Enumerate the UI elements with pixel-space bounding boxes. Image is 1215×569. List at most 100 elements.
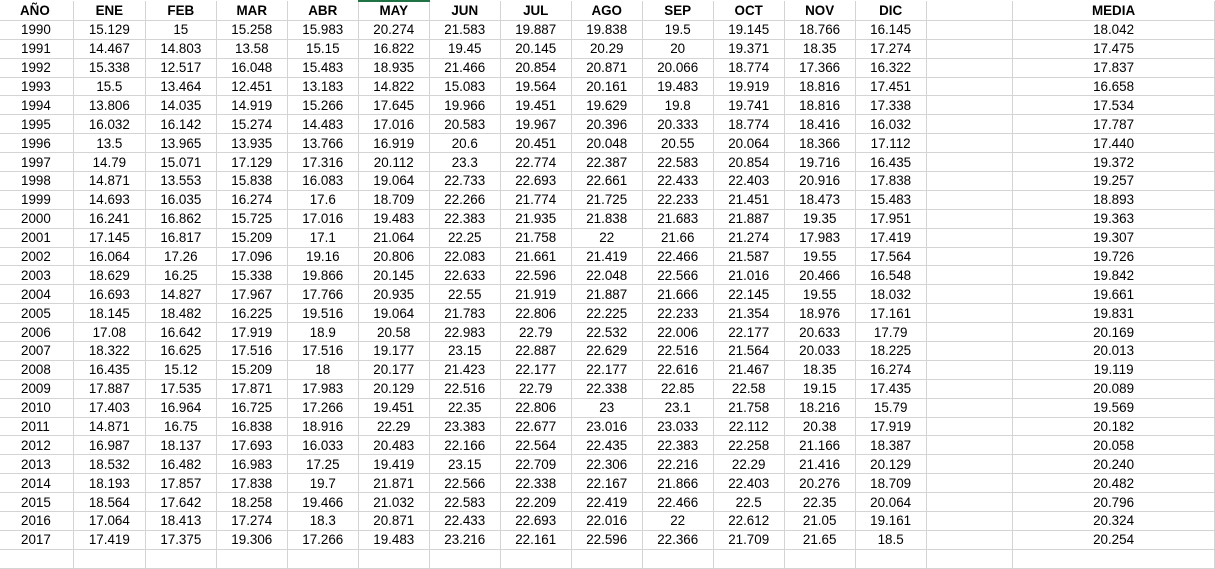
header-cell-media[interactable]: MEDIA bbox=[1012, 1, 1215, 21]
cell-year[interactable]: 2002 bbox=[0, 247, 74, 267]
cell-oct[interactable]: 21.274 bbox=[713, 228, 785, 248]
empty-cell[interactable] bbox=[287, 549, 359, 569]
cell-media[interactable]: 20.254 bbox=[1012, 530, 1215, 550]
cell-ago[interactable]: 22.661 bbox=[571, 171, 643, 191]
cell-media[interactable]: 19.842 bbox=[1012, 265, 1215, 286]
cell-feb[interactable]: 14.803 bbox=[145, 39, 217, 59]
cell-oct[interactable]: 22.403 bbox=[713, 473, 785, 494]
cell-mar[interactable]: 14.919 bbox=[216, 95, 288, 116]
cell-dic[interactable]: 18.709 bbox=[855, 473, 927, 494]
cell-year[interactable]: 2009 bbox=[0, 379, 74, 399]
cell-dic[interactable]: 17.451 bbox=[855, 77, 927, 97]
cell-nov[interactable]: 21.65 bbox=[784, 530, 856, 550]
header-cell-sep[interactable]: SEP bbox=[642, 1, 714, 21]
cell-mar[interactable]: 17.129 bbox=[216, 152, 288, 173]
cell-ago[interactable]: 22.338 bbox=[571, 379, 643, 399]
cell-media[interactable]: 19.119 bbox=[1012, 360, 1215, 380]
cell-oct[interactable]: 21.467 bbox=[713, 360, 785, 380]
cell-mar[interactable]: 17.967 bbox=[216, 284, 288, 305]
cell-may[interactable]: 19.451 bbox=[358, 398, 430, 418]
cell-dic[interactable]: 16.322 bbox=[855, 58, 927, 78]
cell-year[interactable]: 1999 bbox=[0, 190, 74, 210]
cell-media[interactable]: 20.482 bbox=[1012, 473, 1215, 494]
cell-may[interactable]: 20.935 bbox=[358, 284, 430, 305]
cell-sep[interactable]: 22.566 bbox=[642, 265, 714, 286]
cell-year[interactable]: 2003 bbox=[0, 265, 74, 286]
cell-year[interactable]: 2000 bbox=[0, 209, 74, 229]
empty-cell[interactable] bbox=[429, 549, 501, 569]
cell-abr[interactable]: 17.516 bbox=[287, 341, 359, 361]
cell-jul[interactable]: 21.774 bbox=[500, 190, 572, 210]
cell-year[interactable]: 2006 bbox=[0, 322, 74, 343]
empty-cell[interactable] bbox=[784, 549, 856, 569]
cell-feb[interactable]: 16.75 bbox=[145, 417, 217, 437]
cell-oct[interactable]: 21.587 bbox=[713, 247, 785, 267]
cell-may[interactable]: 19.483 bbox=[358, 209, 430, 229]
cell-may[interactable]: 19.177 bbox=[358, 341, 430, 361]
cell-oct[interactable]: 20.064 bbox=[713, 133, 785, 154]
cell-may[interactable]: 19.483 bbox=[358, 530, 430, 550]
cell-media[interactable]: 19.726 bbox=[1012, 247, 1215, 267]
cell-may[interactable]: 18.935 bbox=[358, 58, 430, 78]
cell-ago[interactable]: 20.396 bbox=[571, 114, 643, 135]
cell-ene[interactable]: 17.064 bbox=[73, 511, 146, 531]
cell-nov[interactable]: 21.05 bbox=[784, 511, 856, 531]
cell-may[interactable]: 20.483 bbox=[358, 435, 430, 456]
cell-jul[interactable]: 20.145 bbox=[500, 39, 572, 59]
cell-ago[interactable]: 20.048 bbox=[571, 133, 643, 154]
cell-nov[interactable]: 17.366 bbox=[784, 58, 856, 78]
cell-abr[interactable]: 17.316 bbox=[287, 152, 359, 173]
cell-sep[interactable]: 22.516 bbox=[642, 341, 714, 361]
cell-sep[interactable]: 22.366 bbox=[642, 530, 714, 550]
cell-dic[interactable]: 17.435 bbox=[855, 379, 927, 399]
cell-sep[interactable]: 19.5 bbox=[642, 20, 714, 40]
cell-jun[interactable]: 22.433 bbox=[429, 511, 501, 531]
cell-nov[interactable]: 18.473 bbox=[784, 190, 856, 210]
cell-abr[interactable]: 15.15 bbox=[287, 39, 359, 59]
cell-empty[interactable] bbox=[926, 454, 1014, 475]
cell-may[interactable]: 21.032 bbox=[358, 492, 430, 513]
cell-nov[interactable]: 19.55 bbox=[784, 284, 856, 305]
cell-mar[interactable]: 15.274 bbox=[216, 114, 288, 135]
cell-media[interactable]: 17.534 bbox=[1012, 95, 1215, 116]
cell-feb[interactable]: 16.035 bbox=[145, 190, 217, 210]
cell-feb[interactable]: 15.071 bbox=[145, 152, 217, 173]
cell-feb[interactable]: 13.553 bbox=[145, 171, 217, 191]
cell-abr[interactable]: 15.983 bbox=[287, 20, 359, 40]
header-cell-may[interactable]: MAY bbox=[358, 0, 430, 21]
cell-dic[interactable]: 17.79 bbox=[855, 322, 927, 343]
cell-empty[interactable] bbox=[926, 303, 1014, 324]
cell-may[interactable]: 20.58 bbox=[358, 322, 430, 343]
cell-ago[interactable]: 21.419 bbox=[571, 247, 643, 267]
cell-ago[interactable]: 21.887 bbox=[571, 284, 643, 305]
cell-oct[interactable]: 22.612 bbox=[713, 511, 785, 531]
cell-ene[interactable]: 13.806 bbox=[73, 95, 146, 116]
cell-oct[interactable]: 22.177 bbox=[713, 322, 785, 343]
cell-sep[interactable]: 21.683 bbox=[642, 209, 714, 229]
cell-empty[interactable] bbox=[926, 284, 1014, 305]
cell-may[interactable]: 18.709 bbox=[358, 190, 430, 210]
cell-feb[interactable]: 18.137 bbox=[145, 435, 217, 456]
cell-sep[interactable]: 22.583 bbox=[642, 152, 714, 173]
cell-sep[interactable]: 21.66 bbox=[642, 228, 714, 248]
cell-abr[interactable]: 17.25 bbox=[287, 454, 359, 475]
cell-ago[interactable]: 20.29 bbox=[571, 39, 643, 59]
cell-media[interactable]: 19.661 bbox=[1012, 284, 1215, 305]
cell-mar[interactable]: 17.838 bbox=[216, 473, 288, 494]
cell-jul[interactable]: 19.451 bbox=[500, 95, 572, 116]
cell-media[interactable]: 18.042 bbox=[1012, 20, 1215, 40]
cell-year[interactable]: 2010 bbox=[0, 398, 74, 418]
cell-may[interactable]: 14.822 bbox=[358, 77, 430, 97]
cell-empty[interactable] bbox=[926, 530, 1014, 550]
cell-feb[interactable]: 13.464 bbox=[145, 77, 217, 97]
cell-sep[interactable]: 20.55 bbox=[642, 133, 714, 154]
cell-year[interactable]: 1998 bbox=[0, 171, 74, 191]
cell-mar[interactable]: 13.58 bbox=[216, 39, 288, 59]
empty-cell[interactable] bbox=[0, 549, 74, 569]
cell-dic[interactable]: 20.064 bbox=[855, 492, 927, 513]
cell-nov[interactable]: 18.766 bbox=[784, 20, 856, 40]
cell-year[interactable]: 2014 bbox=[0, 473, 74, 494]
cell-empty[interactable] bbox=[926, 341, 1014, 361]
cell-abr[interactable]: 19.466 bbox=[287, 492, 359, 513]
cell-feb[interactable]: 16.25 bbox=[145, 265, 217, 286]
